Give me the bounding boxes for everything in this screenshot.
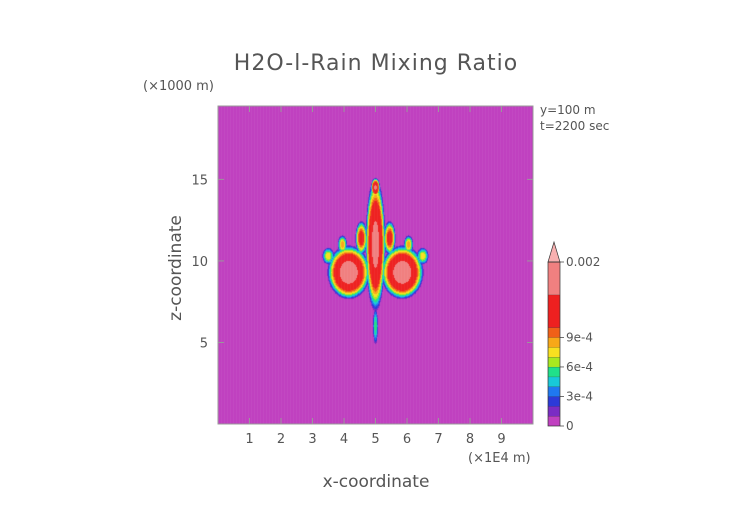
colorbar-band (548, 406, 560, 417)
x-tick-label: 1 (245, 432, 253, 447)
y-axis-label: z-coordinate (166, 215, 186, 321)
colorbar-band (548, 386, 560, 397)
x-tick-label: 9 (497, 432, 505, 447)
colorbar-band (548, 366, 560, 377)
x-tick-label: 8 (466, 432, 474, 447)
colorbar-label: 0.002 (566, 255, 600, 269)
colorbar-band (548, 416, 560, 426)
colorbar-over-triangle (547, 240, 561, 263)
y-tick-label: 10 (191, 255, 208, 270)
colorbar-frame (547, 261, 561, 427)
heatmap-field (218, 106, 533, 424)
chart-title: H2O-l-Rain Mixing Ratio (234, 51, 518, 76)
colorbar-band (548, 262, 560, 295)
colorbar-band (548, 337, 560, 348)
y-tick-label: 15 (191, 173, 208, 188)
colorbar: 0 3e-4 6e-4 9e-4 0.002 (547, 240, 600, 433)
colorbar-label: 3e-4 (566, 389, 593, 403)
colorbar-label: 9e-4 (566, 330, 593, 344)
x-tick-label: 2 (277, 432, 285, 447)
x-tick-label: 4 (340, 432, 348, 447)
colorbar-band (548, 396, 560, 407)
x-tick-label: 6 (403, 432, 411, 447)
colorbar-band (548, 347, 560, 358)
colorbar-band (548, 376, 560, 387)
colorbar-label: 0 (566, 419, 574, 433)
colorbar-band (548, 294, 560, 328)
y-unit-label: (×1000 m) (143, 79, 214, 94)
annotation-t: t=2200 sec (540, 119, 609, 133)
x-tick-label: 7 (434, 432, 442, 447)
y-axis: 5 10 15 (191, 173, 533, 351)
colorbar-band (548, 327, 560, 338)
colorbar-band (548, 357, 560, 367)
colorbar-label: 6e-4 (566, 360, 593, 374)
y-tick-label: 5 (200, 336, 208, 351)
plot-area (217, 105, 534, 425)
annotation-y: y=100 m (540, 103, 596, 117)
x-axis: 1 2 3 4 5 6 7 8 9 (245, 106, 506, 447)
x-tick-label: 5 (371, 432, 379, 447)
x-unit-label: (×1E4 m) (468, 451, 531, 466)
x-tick-label: 3 (308, 432, 316, 447)
x-axis-label: x-coordinate (323, 472, 430, 492)
